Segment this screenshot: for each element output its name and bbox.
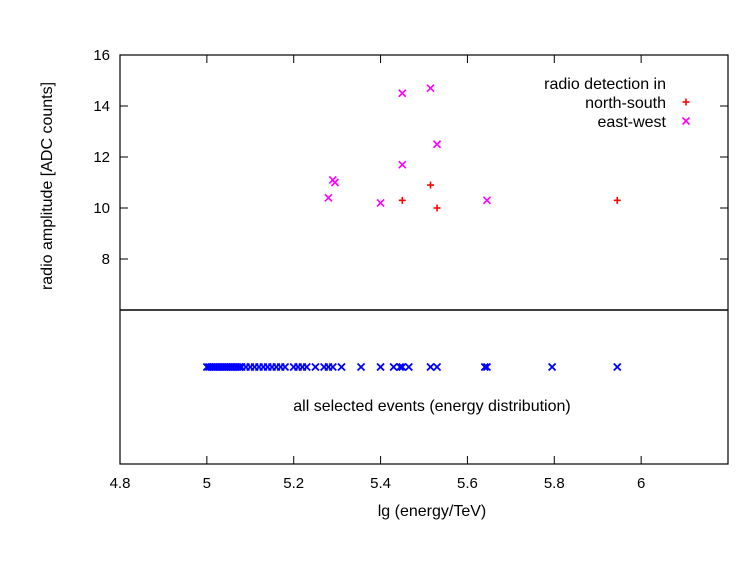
x-axis-title: lg (energy/TeV) <box>378 503 487 520</box>
legend-marker-east-west <box>681 116 691 126</box>
energy-event-point <box>389 362 398 372</box>
upper-panel <box>324 84 621 212</box>
x-axis-ticks: 4.8 5 5.2 5.4 5.6 5.8 6 <box>110 55 645 492</box>
x-tick-label: 6 <box>637 475 645 492</box>
y-tick-label: 16 <box>93 47 110 64</box>
energy-event-point <box>280 362 290 372</box>
east-west-point <box>426 84 435 93</box>
x-tick-label: 5.6 <box>457 475 478 492</box>
energy-event-point <box>395 362 405 372</box>
energy-event-point <box>547 362 557 372</box>
x-tick-label: 4.8 <box>110 475 131 492</box>
energy-event-point <box>328 362 337 372</box>
energy-event-point <box>426 362 435 372</box>
north-south-point <box>433 204 441 212</box>
lower-panel-marks <box>202 362 622 372</box>
north-south-point <box>427 181 435 189</box>
plot-border <box>119 54 729 465</box>
energy-event-point <box>356 362 366 372</box>
legend-title: radio detection in <box>544 76 666 93</box>
energy-event-point <box>404 362 413 372</box>
energy-event-point <box>432 362 442 372</box>
east-west-point <box>398 89 407 98</box>
energy-event-point <box>398 362 407 372</box>
y-tick-label: 10 <box>93 200 110 217</box>
x-tick-label: 5 <box>203 475 211 492</box>
legend-marker-north-south <box>682 98 690 106</box>
east-west-point <box>330 178 340 187</box>
east-west-point <box>324 193 333 202</box>
y-axis-title: radio amplitude [ADC counts] <box>39 82 56 290</box>
east-west-point <box>376 198 385 207</box>
x-tick-label: 5.2 <box>283 475 304 492</box>
legend-label-east-west: east-west <box>598 114 667 131</box>
y-tick-label: 14 <box>93 98 110 115</box>
energy-event-point <box>311 362 320 372</box>
legend-label-north-south: north-south <box>585 95 666 112</box>
energy-event-point <box>337 362 346 372</box>
lower-panel: all selected events (energy distribution… <box>202 362 622 415</box>
lower-panel-annotation: all selected events (energy distribution… <box>293 398 570 415</box>
north-south-point <box>613 196 621 204</box>
legend-markers <box>681 98 691 126</box>
north-south-point <box>398 196 406 204</box>
energy-event-point <box>480 362 489 372</box>
x-tick-label: 5.4 <box>370 475 391 492</box>
y-tick-label: 8 <box>102 251 110 268</box>
east-west-point <box>482 196 492 205</box>
energy-event-point <box>613 362 622 372</box>
energy-event-point <box>302 362 311 372</box>
energy-event-point <box>376 362 385 372</box>
energy-event-point <box>235 362 244 372</box>
y-axis-ticks: 8 10 12 14 16 <box>93 47 728 268</box>
energy-event-point <box>482 362 492 372</box>
east-west-point <box>398 160 407 169</box>
east-west-point <box>432 140 442 149</box>
x-tick-label: 5.8 <box>544 475 565 492</box>
legend: radio detection in north-south east-west <box>544 76 691 131</box>
upper-panel-marks <box>324 84 621 212</box>
plot-frame <box>119 54 729 465</box>
y-tick-label: 12 <box>93 149 110 166</box>
